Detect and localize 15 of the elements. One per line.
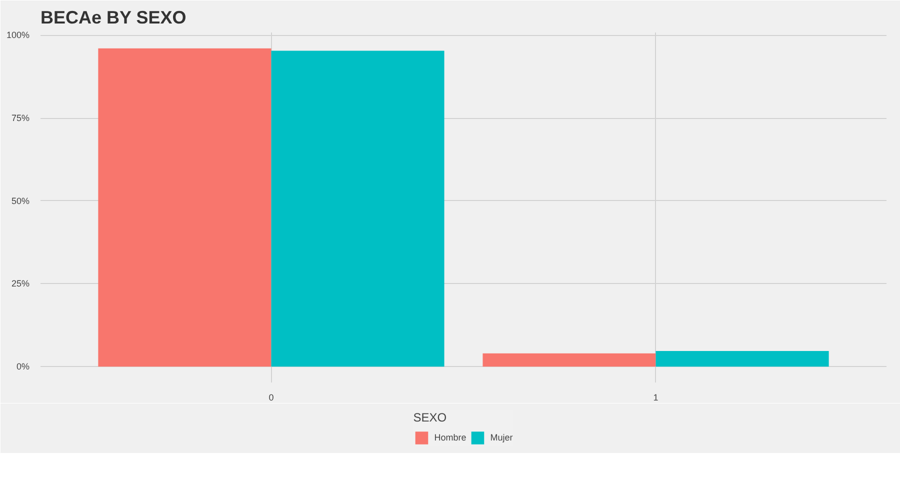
bar <box>271 50 444 367</box>
legend-title: SEXO <box>413 410 448 424</box>
chart-title: BECAe BY SEXO <box>40 8 186 28</box>
y-tick-label: 25% <box>11 278 30 289</box>
x-tick-label: 1 <box>653 392 658 402</box>
y-tick-label: 0% <box>16 362 30 372</box>
bar <box>98 48 272 367</box>
bar <box>482 353 656 367</box>
y-tick-label: 100% <box>6 30 30 40</box>
y-tick-label: 50% <box>11 196 30 206</box>
bar <box>656 351 829 367</box>
y-tick-label: 75% <box>11 113 30 124</box>
legend-label: Mujer <box>490 432 513 442</box>
x-tick-label: 0 <box>268 392 274 402</box>
legend-label: Hombre <box>434 432 466 442</box>
